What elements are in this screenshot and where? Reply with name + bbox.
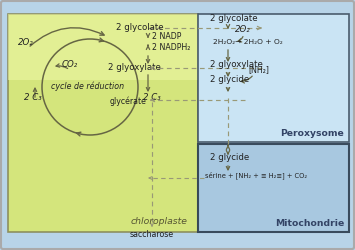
FancyArrowPatch shape bbox=[30, 28, 104, 46]
Text: 2O₂: 2O₂ bbox=[235, 25, 251, 34]
Bar bbox=[198, 14, 349, 142]
Text: sérine + [NH₂ + ≡ H₂≡] + CO₂: sérine + [NH₂ + ≡ H₂≡] + CO₂ bbox=[205, 171, 307, 179]
FancyArrowPatch shape bbox=[241, 76, 252, 83]
Text: saccharose: saccharose bbox=[130, 230, 174, 239]
Text: 2 NADP: 2 NADP bbox=[152, 32, 181, 41]
Text: chloroplaste: chloroplaste bbox=[131, 217, 188, 226]
Text: 2 glyoxylate: 2 glyoxylate bbox=[108, 63, 161, 72]
Text: 2 glycolate: 2 glycolate bbox=[116, 23, 164, 32]
Text: 2O₂: 2O₂ bbox=[18, 38, 34, 47]
Text: Peroxysome: Peroxysome bbox=[280, 129, 344, 138]
FancyArrowPatch shape bbox=[56, 64, 68, 68]
Text: 2 glycide: 2 glycide bbox=[210, 153, 249, 162]
Text: 2 glycolate: 2 glycolate bbox=[210, 14, 258, 23]
Text: glycérate: glycérate bbox=[110, 96, 147, 106]
Text: 2 glyoxylate: 2 glyoxylate bbox=[210, 60, 263, 69]
Text: cycle de réduction: cycle de réduction bbox=[51, 82, 125, 91]
Text: 2 C₃: 2 C₃ bbox=[143, 93, 161, 102]
Text: 2H₂O₂→ 2H₂O + O₂: 2H₂O₂→ 2H₂O + O₂ bbox=[213, 39, 283, 45]
Text: 2 C₃: 2 C₃ bbox=[24, 93, 42, 102]
Bar bbox=[198, 144, 349, 232]
Text: 2 glycide: 2 glycide bbox=[210, 75, 249, 84]
Bar bbox=[8, 14, 198, 232]
Bar bbox=[8, 14, 198, 80]
FancyArrowPatch shape bbox=[238, 36, 243, 42]
Text: [NH₂]: [NH₂] bbox=[248, 65, 269, 74]
Text: Mitochondrie: Mitochondrie bbox=[275, 219, 344, 228]
Text: 2 NADPH₂: 2 NADPH₂ bbox=[152, 43, 190, 52]
Text: CO₂: CO₂ bbox=[62, 60, 78, 69]
